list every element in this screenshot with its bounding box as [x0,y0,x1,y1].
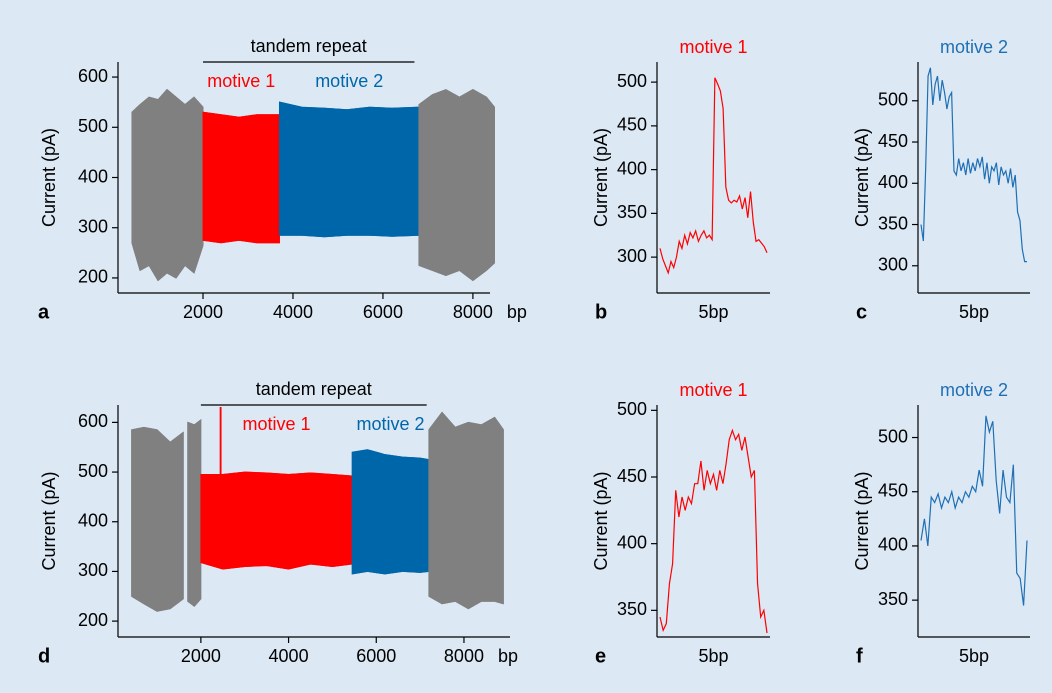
signal-high [131,426,184,443]
signal-low [131,242,204,282]
x-axis-label: 5bp [698,302,728,322]
y-axis-label: Current (pA) [591,128,611,227]
y-tick-label: 450 [617,115,647,135]
annotation: tandem repeat [256,379,372,399]
panel-letter: c [856,301,867,323]
signal-low [352,570,429,575]
x-tick-label: 2000 [183,302,223,322]
line [920,67,1027,263]
x-axis-label: bp [507,302,527,322]
line [920,415,1028,606]
y-tick-label: 600 [78,411,108,431]
panel-letter: d [38,645,50,667]
segment-label: motive 1 [207,71,275,91]
signal-low [200,562,353,570]
y-tick-label: 300 [878,255,908,275]
chart-title: motive 2 [940,380,1008,400]
signal-low [202,239,280,244]
line [659,428,768,634]
chart-title: motive 1 [679,37,747,57]
x-axis-label: 5bp [959,646,989,666]
x-tick-label: 8000 [453,302,493,322]
signal-high [352,449,429,461]
signal-high [131,88,204,113]
panel-letter: a [38,301,50,323]
x-tick-label: 6000 [356,646,396,666]
y-tick-label: 350 [617,202,647,222]
panel-letter: b [595,301,607,323]
signal-band [187,418,202,607]
y-tick-label: 300 [78,560,108,580]
signal-band [202,111,280,244]
signal-low [428,595,504,610]
signal-band [278,101,420,238]
y-tick-label: 300 [78,216,108,236]
y-tick-label: 400 [78,166,108,186]
y-tick-label: 450 [878,480,908,500]
x-tick-label: 4000 [273,302,313,322]
chart-title: motive 1 [679,380,747,400]
y-tick-label: 500 [78,461,108,481]
y-tick-label: 350 [878,213,908,233]
y-axis-label: Current (pA) [591,471,611,570]
signal-band [418,89,495,282]
y-tick-label: 600 [78,66,108,86]
signal-band [131,88,204,282]
line [659,77,768,275]
y-tick-label: 350 [878,589,908,609]
signal-band [200,471,353,570]
x-tick-label: 6000 [363,302,403,322]
y-tick-label: 450 [617,466,647,486]
y-tick-label: 500 [878,426,908,446]
signal-low [279,234,419,238]
segment-label: motive 2 [356,414,424,434]
signal-band [131,426,184,612]
y-tick-label: 400 [617,532,647,552]
signal-band [219,406,222,523]
y-tick-label: 200 [78,610,108,630]
segment-label: motive 1 [242,414,310,434]
x-tick-label: 8000 [444,646,484,666]
y-tick-label: 500 [78,116,108,136]
signal-high [418,89,495,108]
y-tick-label: 400 [617,158,647,178]
chart-title: motive 2 [940,37,1008,57]
x-axis-label: 5bp [959,302,989,322]
signal-low [187,598,202,607]
y-tick-label: 200 [78,267,108,287]
signal-high [428,411,504,431]
y-tick-label: 300 [617,246,647,266]
x-axis-label: 5bp [698,646,728,666]
y-tick-label: 400 [878,535,908,555]
signal-band [428,411,504,610]
panel-letter: f [856,645,863,667]
y-tick-label: 400 [78,510,108,530]
signal-high [202,111,280,118]
y-axis-label: Current (pA) [39,128,59,227]
signal-high [187,419,202,426]
y-tick-label: 500 [617,399,647,419]
x-tick-label: 4000 [269,646,309,666]
signal-band [351,449,430,575]
y-tick-label: 450 [878,131,908,151]
y-axis-label: Current (pA) [852,128,872,227]
x-tick-label: 2000 [181,646,221,666]
y-tick-label: 400 [878,172,908,192]
annotation: tandem repeat [251,36,367,56]
signal-high [279,101,419,111]
y-tick-label: 500 [617,71,647,91]
segment-label: motive 2 [315,71,383,91]
signal-low [131,595,184,612]
y-axis-label: Current (pA) [852,471,872,570]
panel-letter: e [595,645,606,667]
signal-high [200,471,353,477]
y-axis-label: Current (pA) [39,471,59,570]
y-tick-label: 500 [878,90,908,110]
x-axis-label: bp [498,646,518,666]
signal-low [418,262,495,282]
y-tick-label: 350 [617,599,647,619]
